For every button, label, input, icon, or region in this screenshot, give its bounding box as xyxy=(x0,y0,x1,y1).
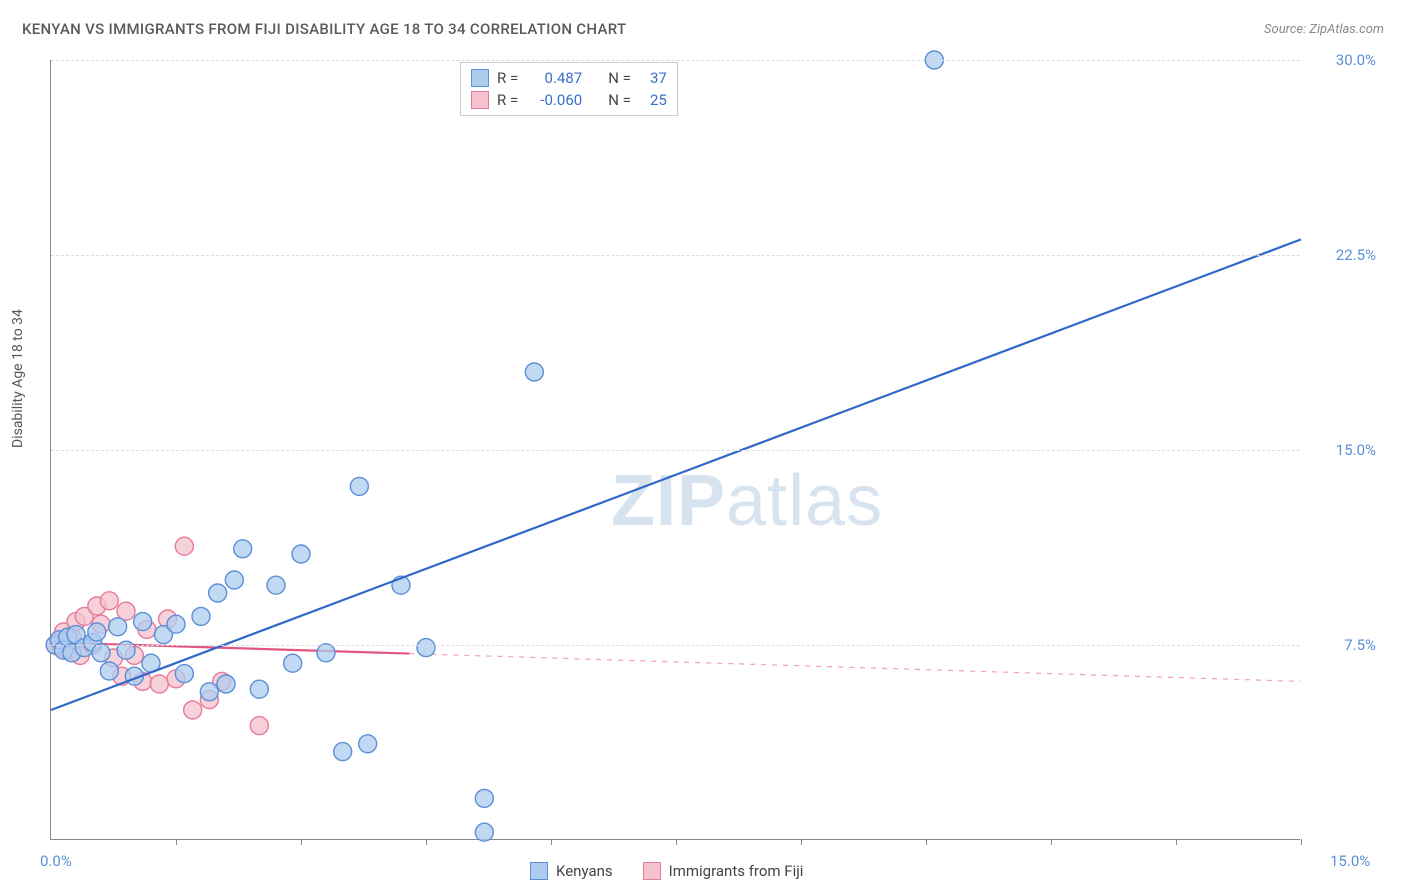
gridline xyxy=(51,60,1300,61)
point-kenyans xyxy=(317,644,335,662)
regression-kenyans xyxy=(51,239,1301,710)
point-kenyans xyxy=(225,571,243,589)
y-tick-label: 15.0% xyxy=(1336,441,1376,459)
n-value: 37 xyxy=(639,69,667,87)
plot-area: ZIPatlas xyxy=(50,60,1300,840)
point-kenyans xyxy=(175,665,193,683)
r-value: -0.060 xyxy=(526,91,582,109)
gridline xyxy=(51,645,1300,646)
point-kenyans xyxy=(292,545,310,563)
point-fiji xyxy=(250,717,268,735)
point-fiji xyxy=(100,592,118,610)
regression-fiji-dashed xyxy=(409,654,1301,682)
point-kenyans xyxy=(100,662,118,680)
x-end-label: 15.0% xyxy=(1330,852,1370,870)
point-kenyans xyxy=(284,654,302,672)
point-kenyans xyxy=(192,607,210,625)
source-attribution: Source: ZipAtlas.com xyxy=(1264,22,1384,37)
point-kenyans xyxy=(417,639,435,657)
x-tick xyxy=(176,839,177,845)
n-label: N = xyxy=(608,69,631,87)
legend-stats: R = 0.487 N = 37 R = -0.060 N = 25 xyxy=(460,62,678,116)
swatch-kenyans-icon xyxy=(530,862,548,880)
point-kenyans xyxy=(217,675,235,693)
point-kenyans xyxy=(209,584,227,602)
x-origin-label: 0.0% xyxy=(40,852,72,870)
chart-title: KENYAN VS IMMIGRANTS FROM FIJI DISABILIT… xyxy=(22,20,626,38)
point-kenyans xyxy=(117,641,135,659)
r-label: R = xyxy=(497,69,518,87)
point-kenyans xyxy=(167,615,185,633)
y-tick-label: 30.0% xyxy=(1336,51,1376,69)
point-kenyans xyxy=(92,644,110,662)
x-tick xyxy=(1051,839,1052,845)
point-kenyans xyxy=(234,540,252,558)
legend-stats-row: R = -0.060 N = 25 xyxy=(471,89,667,111)
point-kenyans xyxy=(475,789,493,807)
point-kenyans xyxy=(475,823,493,841)
n-label: N = xyxy=(608,91,631,109)
point-kenyans xyxy=(525,363,543,381)
x-tick xyxy=(1176,839,1177,845)
point-kenyans xyxy=(88,623,106,641)
swatch-fiji-icon xyxy=(643,862,661,880)
point-kenyans xyxy=(267,576,285,594)
legend-item-fiji: Immigrants from Fiji xyxy=(643,862,804,880)
point-kenyans xyxy=(334,743,352,761)
r-value: 0.487 xyxy=(526,69,582,87)
point-kenyans xyxy=(359,735,377,753)
legend-series: Kenyans Immigrants from Fiji xyxy=(530,862,803,880)
legend-stats-row: R = 0.487 N = 37 xyxy=(471,67,667,89)
point-fiji xyxy=(150,675,168,693)
swatch-kenyans-icon xyxy=(471,69,489,87)
x-tick xyxy=(676,839,677,845)
y-axis-label: Disability Age 18 to 34 xyxy=(10,309,26,448)
point-kenyans xyxy=(109,618,127,636)
x-tick xyxy=(926,839,927,845)
gridline xyxy=(51,450,1300,451)
x-tick xyxy=(301,839,302,845)
legend-label: Kenyans xyxy=(556,862,613,880)
n-value: 25 xyxy=(639,91,667,109)
point-fiji xyxy=(184,701,202,719)
x-tick xyxy=(1301,839,1302,845)
r-label: R = xyxy=(497,91,518,109)
y-tick-label: 22.5% xyxy=(1336,246,1376,264)
point-kenyans xyxy=(134,613,152,631)
gridline xyxy=(51,255,1300,256)
point-kenyans xyxy=(350,477,368,495)
x-tick xyxy=(426,839,427,845)
x-tick xyxy=(801,839,802,845)
legend-label: Immigrants from Fiji xyxy=(669,862,804,880)
x-tick xyxy=(551,839,552,845)
point-fiji xyxy=(175,537,193,555)
swatch-fiji-icon xyxy=(471,91,489,109)
point-kenyans xyxy=(250,680,268,698)
y-tick-label: 7.5% xyxy=(1344,636,1376,654)
point-kenyans xyxy=(200,683,218,701)
legend-item-kenyans: Kenyans xyxy=(530,862,613,880)
